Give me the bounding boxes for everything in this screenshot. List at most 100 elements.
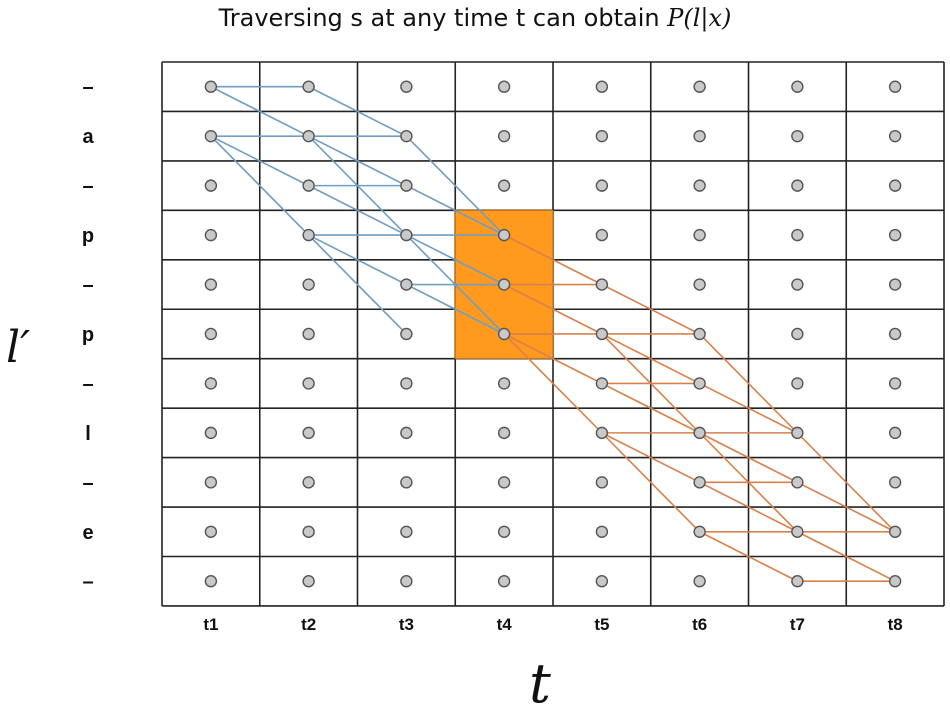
trellis-node: [595, 476, 609, 489]
forward-edge: [308, 135, 407, 187]
trellis-node: [693, 179, 706, 192]
column-label: t5: [594, 615, 609, 634]
trellis-node: [888, 575, 902, 588]
row-label: –: [82, 571, 93, 593]
trellis-node: [888, 278, 902, 291]
trellis-node: [302, 129, 315, 143]
trellis-node: [693, 377, 706, 390]
trellis-node: [595, 278, 609, 291]
trellis-node: [204, 80, 218, 93]
trellis-node: [595, 327, 609, 341]
row-label: l: [85, 423, 91, 445]
trellis-node: [497, 426, 511, 440]
trellis-node: [302, 426, 315, 440]
trellis-node: [791, 476, 804, 489]
trellis-node: [497, 228, 511, 242]
backward-edge: [699, 382, 798, 434]
trellis-node: [595, 228, 609, 242]
trellis-node: [497, 278, 511, 291]
trellis-node: [693, 575, 706, 588]
row-label: –: [82, 472, 93, 494]
row-label: –: [82, 275, 93, 297]
backward-edge: [797, 531, 896, 582]
trellis-node: [595, 129, 609, 143]
column-label: t1: [203, 615, 218, 634]
trellis-node: [400, 228, 413, 242]
backward-edge: [503, 234, 603, 286]
trellis-node: [888, 377, 902, 390]
forward-edge: [308, 184, 407, 236]
trellis-node: [791, 129, 804, 143]
backward-edge: [503, 333, 603, 385]
trellis-node: [204, 575, 218, 588]
title-text: Traversing s at any time t can obtain: [218, 4, 668, 32]
column-label: t3: [399, 615, 414, 634]
backward-edge: [601, 432, 701, 533]
backward-edge: [601, 283, 700, 335]
row-label: p: [82, 324, 94, 346]
trellis-node: [400, 278, 413, 291]
trellis-node: [400, 476, 413, 489]
trellis-node: [400, 575, 413, 588]
forward-edge: [406, 234, 505, 286]
trellis-node: [302, 476, 315, 489]
forward-edge: [210, 86, 309, 137]
trellis-node: [693, 80, 706, 93]
trellis-node: [888, 327, 902, 341]
trellis-node: [302, 377, 315, 390]
row-label: p: [82, 225, 94, 247]
trellis-node: [204, 327, 218, 341]
forward-edge: [406, 283, 505, 335]
trellis-node: [204, 525, 218, 538]
trellis-node: [497, 327, 511, 341]
row-label: –: [82, 373, 93, 395]
trellis-node: [302, 228, 315, 242]
forward-edge: [405, 135, 505, 236]
column-label: t4: [497, 615, 513, 634]
trellis-node: [204, 129, 218, 143]
backward-edge: [601, 432, 700, 484]
trellis-node: [791, 80, 804, 93]
trellis-node: [204, 377, 218, 390]
trellis-node: [791, 228, 804, 242]
backward-edge: [699, 432, 798, 484]
trellis-node: [302, 575, 315, 588]
backward-edge: [503, 283, 603, 335]
trellis-node: [302, 278, 315, 291]
trellis-node: [400, 179, 413, 192]
x-axis-label: t: [529, 652, 551, 712]
trellis-node: [497, 179, 511, 192]
trellis-node: [791, 377, 804, 390]
column-labels: t1 t2 t3 t4 t5 t6 t7 t8: [203, 615, 902, 634]
trellis-node: [400, 426, 413, 440]
row-label: a: [82, 126, 94, 148]
trellis-node: [497, 80, 511, 93]
trellis-node: [791, 278, 804, 291]
trellis-grid: [161, 61, 945, 607]
trellis-node: [595, 426, 609, 440]
trellis-node: [888, 476, 902, 489]
title-math: P(l|x): [667, 4, 732, 32]
trellis-nodes: [204, 80, 902, 588]
trellis-node: [595, 525, 609, 538]
trellis-node: [791, 575, 804, 588]
trellis-node: [888, 80, 902, 93]
trellis-node: [693, 129, 706, 143]
column-label: t7: [790, 615, 805, 634]
trellis-node: [302, 525, 315, 538]
trellis-node: [791, 525, 804, 538]
row-label: –: [82, 77, 93, 99]
trellis-node: [204, 228, 218, 242]
forward-edge: [308, 234, 407, 286]
forward-edge: [308, 86, 407, 137]
trellis-node: [204, 476, 218, 489]
forward-edge: [210, 135, 309, 187]
trellis-node: [888, 228, 902, 242]
trellis-node: [595, 80, 609, 93]
trellis-node: [204, 179, 218, 192]
trellis-node: [791, 426, 804, 440]
trellis-node: [204, 278, 218, 291]
backward-edge: [601, 382, 700, 434]
path-edges: [210, 85, 896, 583]
